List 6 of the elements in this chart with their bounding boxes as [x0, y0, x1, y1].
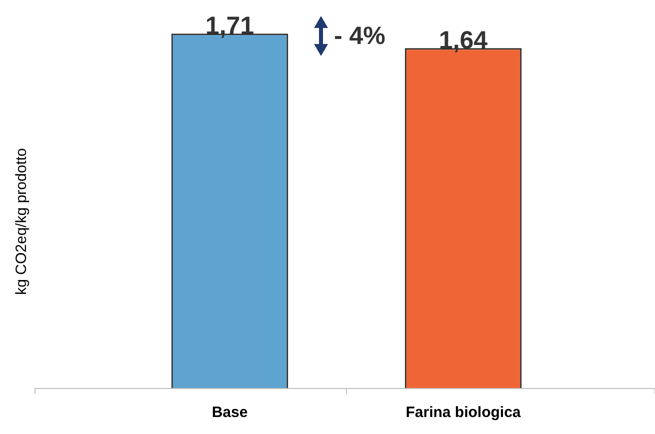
x-tick-label: Farina biologica — [406, 404, 522, 422]
annotation: - 4% — [334, 22, 386, 50]
y-axis-title: kg CO2eq/kg prodotto — [13, 148, 30, 295]
data-label: 1,71 — [205, 12, 254, 40]
data-label: 1,64 — [438, 26, 488, 55]
x-tick-label: Base — [212, 404, 248, 422]
